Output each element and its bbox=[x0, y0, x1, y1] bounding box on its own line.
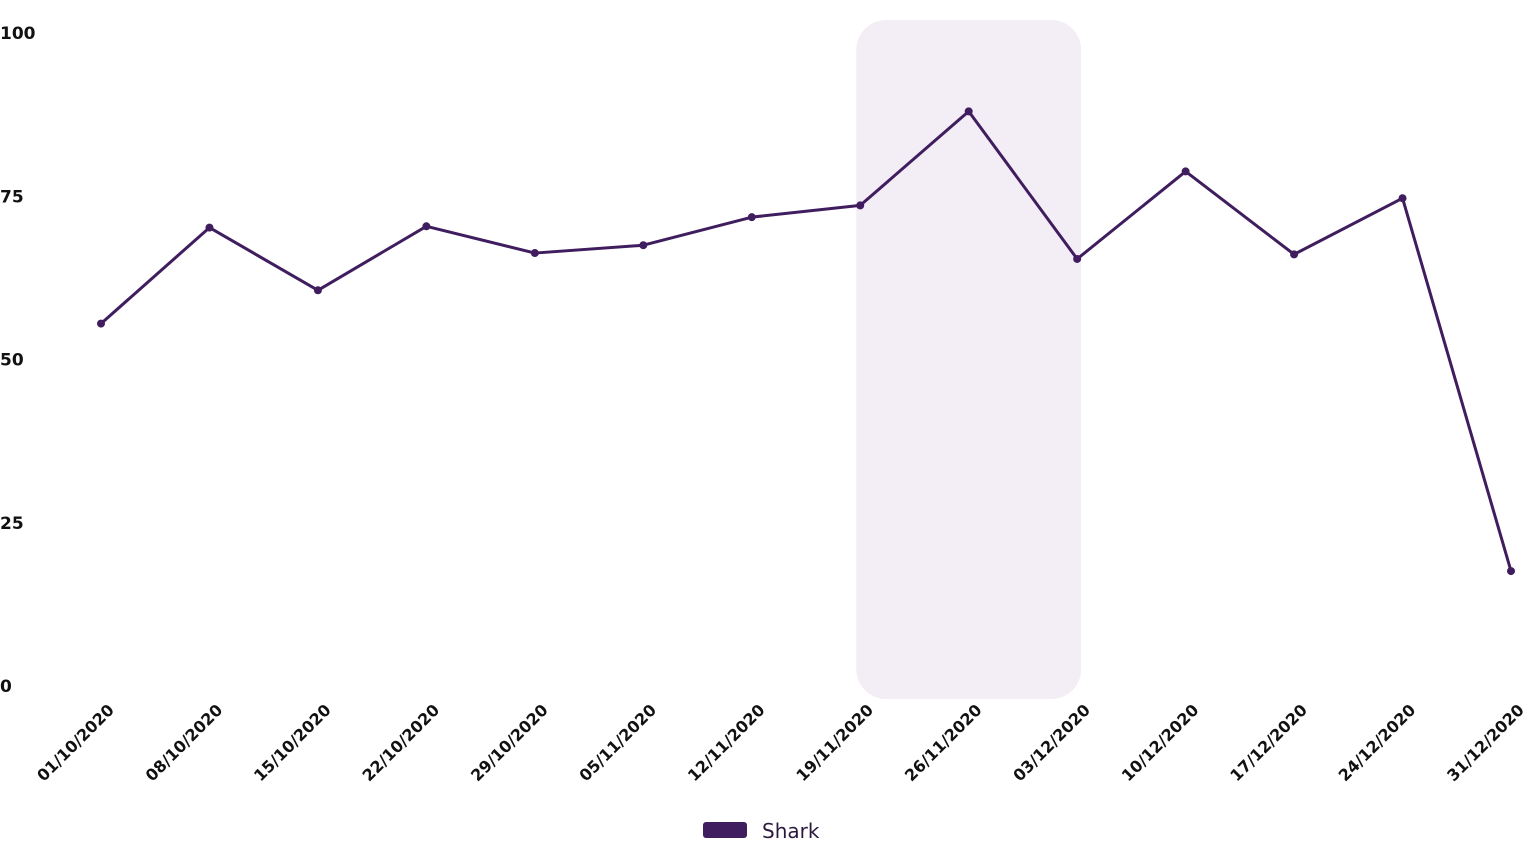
data-point bbox=[1507, 567, 1515, 576]
y-tick-label: 100 bbox=[0, 24, 36, 44]
data-point bbox=[97, 319, 105, 328]
data-point bbox=[313, 286, 322, 295]
data-point bbox=[422, 222, 431, 231]
x-tick-label: 19/11/2020 bbox=[792, 700, 877, 785]
y-axis-ticks: 0 25 50 75 100 bbox=[0, 24, 36, 697]
legend-swatch-shark bbox=[703, 822, 747, 838]
x-axis-ticks: 01/10/2020 08/10/2020 15/10/2020 22/10/2020… bbox=[33, 700, 1528, 785]
x-tick-label: 01/10/2020 bbox=[33, 700, 118, 785]
data-point bbox=[530, 249, 539, 258]
series-line-shark bbox=[99, 109, 1513, 573]
x-tick-label: 31/12/2020 bbox=[1443, 700, 1528, 785]
data-point bbox=[205, 223, 214, 232]
y-tick-label: 25 bbox=[0, 514, 24, 534]
highlight-band bbox=[856, 20, 1082, 699]
highlight-layer bbox=[856, 20, 1082, 699]
x-tick-label: 03/12/2020 bbox=[1009, 700, 1094, 785]
data-point bbox=[964, 107, 973, 116]
data-point bbox=[1181, 167, 1190, 176]
x-tick-label: 22/10/2020 bbox=[359, 700, 444, 785]
x-tick-label: 15/10/2020 bbox=[250, 700, 335, 785]
data-point bbox=[1290, 250, 1299, 259]
x-tick-label: 29/10/2020 bbox=[467, 700, 552, 785]
x-tick-label: 12/11/2020 bbox=[684, 700, 769, 785]
x-tick-label: 24/12/2020 bbox=[1335, 700, 1420, 785]
x-tick-label: 26/11/2020 bbox=[901, 700, 986, 785]
x-tick-label: 17/12/2020 bbox=[1226, 700, 1311, 785]
x-tick-label: 05/11/2020 bbox=[575, 700, 660, 785]
data-point bbox=[639, 241, 648, 250]
data-point bbox=[747, 213, 756, 222]
y-tick-label: 0 bbox=[0, 677, 12, 697]
legend: Shark bbox=[703, 819, 820, 843]
series-layer bbox=[97, 107, 1515, 576]
x-tick-label: 10/12/2020 bbox=[1118, 700, 1203, 785]
legend-label-shark: Shark bbox=[762, 819, 820, 843]
data-point bbox=[856, 201, 865, 210]
y-tick-label: 50 bbox=[0, 351, 24, 371]
x-tick-label: 08/10/2020 bbox=[142, 700, 227, 785]
y-tick-label: 75 bbox=[0, 187, 24, 207]
data-point bbox=[1398, 194, 1407, 203]
data-point bbox=[1073, 254, 1082, 263]
